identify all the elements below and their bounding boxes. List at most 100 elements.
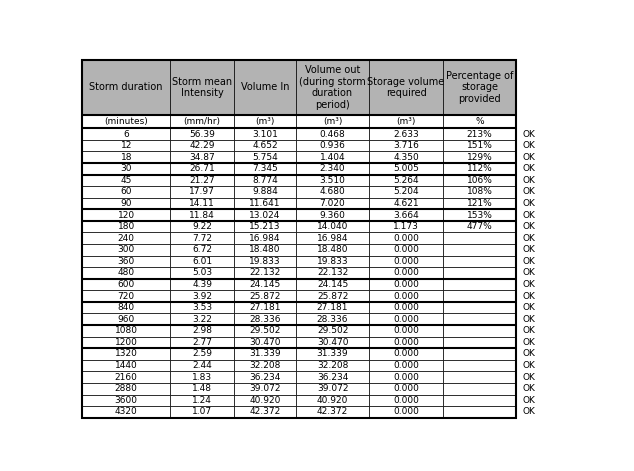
Text: 18: 18: [120, 153, 132, 162]
Bar: [370, 115, 443, 128]
Text: 32.208: 32.208: [317, 361, 348, 370]
Bar: [296, 337, 370, 348]
Text: 6.01: 6.01: [192, 257, 212, 266]
Text: 5.754: 5.754: [252, 153, 278, 162]
Bar: [443, 406, 516, 418]
Bar: [296, 175, 370, 186]
Text: 1080: 1080: [115, 326, 138, 335]
Bar: [234, 221, 296, 233]
Bar: [170, 221, 234, 233]
Bar: [370, 60, 443, 115]
Bar: [296, 383, 370, 395]
Bar: [370, 209, 443, 221]
Text: OK: OK: [522, 338, 536, 347]
Text: 90: 90: [120, 199, 132, 208]
Text: 3.664: 3.664: [393, 211, 419, 219]
Text: 3.716: 3.716: [393, 141, 419, 150]
Text: 0.000: 0.000: [393, 303, 419, 312]
Bar: [170, 152, 234, 163]
Text: 5.03: 5.03: [192, 268, 212, 277]
Bar: [170, 290, 234, 302]
Text: 5.264: 5.264: [393, 176, 419, 185]
Text: 0.000: 0.000: [393, 292, 419, 300]
Text: 600: 600: [117, 280, 135, 289]
Text: 0.000: 0.000: [393, 373, 419, 382]
Text: OK: OK: [522, 222, 536, 231]
Text: 31.339: 31.339: [249, 349, 281, 358]
Text: OK: OK: [522, 199, 536, 208]
Text: 16.984: 16.984: [317, 234, 348, 243]
Bar: [296, 325, 370, 337]
Bar: [296, 221, 370, 233]
Bar: [82, 152, 170, 163]
Bar: [443, 290, 516, 302]
Bar: [296, 198, 370, 209]
Text: 153%: 153%: [467, 211, 493, 219]
Bar: [170, 395, 234, 406]
Text: Volume In: Volume In: [241, 82, 289, 92]
Bar: [234, 279, 296, 290]
Bar: [82, 302, 170, 314]
Bar: [370, 325, 443, 337]
Bar: [370, 314, 443, 325]
Text: 840: 840: [118, 303, 135, 312]
Text: OK: OK: [522, 234, 536, 243]
Bar: [443, 348, 516, 360]
Text: 9.22: 9.22: [192, 222, 212, 231]
Bar: [170, 406, 234, 418]
Text: 60: 60: [120, 187, 132, 196]
Text: 4.652: 4.652: [252, 141, 278, 150]
Text: OK: OK: [522, 187, 536, 196]
Bar: [370, 348, 443, 360]
Text: 42.372: 42.372: [249, 407, 281, 416]
Text: 1200: 1200: [115, 338, 138, 347]
Bar: [234, 395, 296, 406]
Text: OK: OK: [522, 164, 536, 173]
Text: 31.339: 31.339: [317, 349, 348, 358]
Text: 30: 30: [120, 164, 132, 173]
Text: 1.173: 1.173: [393, 222, 419, 231]
Text: 24.145: 24.145: [317, 280, 348, 289]
Bar: [296, 186, 370, 198]
Text: OK: OK: [522, 280, 536, 289]
Bar: [170, 186, 234, 198]
Text: 3.92: 3.92: [192, 292, 212, 300]
Bar: [443, 198, 516, 209]
Bar: [296, 140, 370, 152]
Bar: [82, 175, 170, 186]
Text: 9.884: 9.884: [252, 187, 278, 196]
Bar: [170, 256, 234, 267]
Text: 11.641: 11.641: [249, 199, 281, 208]
Bar: [370, 267, 443, 279]
Bar: [234, 115, 296, 128]
Bar: [170, 325, 234, 337]
Text: 7.020: 7.020: [320, 199, 346, 208]
Text: 0.936: 0.936: [320, 141, 346, 150]
Bar: [370, 279, 443, 290]
Text: OK: OK: [522, 373, 536, 382]
Text: 213%: 213%: [467, 130, 493, 138]
Bar: [82, 290, 170, 302]
Text: 25.872: 25.872: [317, 292, 348, 300]
Text: 0.000: 0.000: [393, 257, 419, 266]
Bar: [234, 360, 296, 371]
Bar: [370, 140, 443, 152]
Text: 42.372: 42.372: [317, 407, 348, 416]
Bar: [296, 290, 370, 302]
Text: OK: OK: [522, 257, 536, 266]
Text: 3.510: 3.510: [320, 176, 346, 185]
Text: 129%: 129%: [467, 153, 493, 162]
Text: 27.181: 27.181: [317, 303, 348, 312]
Bar: [170, 163, 234, 175]
Text: 151%: 151%: [467, 141, 493, 150]
Bar: [234, 186, 296, 198]
Bar: [82, 140, 170, 152]
Bar: [170, 115, 234, 128]
Bar: [370, 302, 443, 314]
Text: OK: OK: [522, 211, 536, 219]
Bar: [370, 383, 443, 395]
Bar: [370, 406, 443, 418]
Text: 0.468: 0.468: [320, 130, 346, 138]
Bar: [443, 371, 516, 383]
Text: 480: 480: [118, 268, 135, 277]
